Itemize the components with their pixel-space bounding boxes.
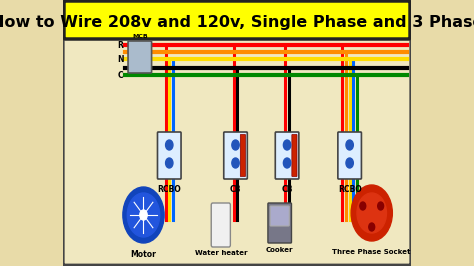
FancyBboxPatch shape (240, 135, 246, 177)
FancyBboxPatch shape (211, 203, 230, 247)
Circle shape (232, 140, 239, 150)
FancyBboxPatch shape (338, 132, 361, 179)
FancyBboxPatch shape (270, 206, 289, 226)
Circle shape (360, 202, 366, 210)
Text: Motor: Motor (130, 250, 156, 259)
FancyBboxPatch shape (268, 203, 292, 243)
FancyBboxPatch shape (275, 132, 299, 179)
FancyBboxPatch shape (128, 41, 152, 73)
Circle shape (351, 185, 392, 241)
Text: CB: CB (230, 185, 241, 194)
Circle shape (346, 158, 353, 168)
Circle shape (140, 210, 147, 220)
FancyBboxPatch shape (224, 132, 247, 179)
FancyBboxPatch shape (292, 135, 297, 177)
Circle shape (357, 193, 386, 233)
Text: Cooker: Cooker (266, 247, 293, 253)
Text: MCB: MCB (132, 34, 148, 39)
Circle shape (128, 193, 160, 237)
Text: N: N (117, 55, 124, 64)
Circle shape (283, 158, 291, 168)
Text: RCBO: RCBO (157, 185, 181, 194)
Text: How to Wire 208v and 120v, Single Phase and 3 Phase: How to Wire 208v and 120v, Single Phase … (0, 15, 474, 30)
Text: Three Phase Socket: Three Phase Socket (332, 249, 411, 255)
Circle shape (283, 140, 291, 150)
FancyBboxPatch shape (64, 1, 410, 39)
Circle shape (232, 158, 239, 168)
Circle shape (346, 140, 353, 150)
Text: R: R (118, 40, 124, 49)
Text: Water heater: Water heater (194, 250, 247, 256)
Text: CB: CB (282, 185, 293, 194)
Circle shape (165, 140, 173, 150)
Text: RCBO: RCBO (338, 185, 362, 194)
FancyBboxPatch shape (157, 132, 181, 179)
Circle shape (378, 202, 383, 210)
Circle shape (123, 187, 164, 243)
FancyBboxPatch shape (63, 1, 411, 265)
Circle shape (369, 223, 374, 231)
Circle shape (165, 158, 173, 168)
Text: C: C (118, 70, 124, 80)
